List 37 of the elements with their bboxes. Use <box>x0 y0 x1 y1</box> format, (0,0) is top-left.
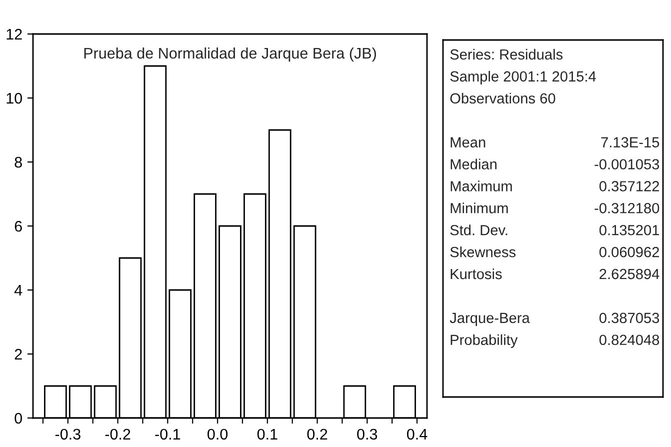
data-label: 0.135201 <box>599 224 659 236</box>
data-label: -0.312180 <box>594 203 660 214</box>
x-tick-label: -0.3 <box>55 428 80 440</box>
data-label: 2.625894 <box>600 268 660 280</box>
y-tick-label: 10 <box>6 92 22 104</box>
x-tick-label: -0.1 <box>155 428 180 440</box>
x-tick-label: 0.4 <box>407 428 428 440</box>
category-label: Std. Dev. <box>450 224 508 236</box>
data-label: 7.13E-15 <box>601 137 660 148</box>
y-tick-label: 2 <box>14 348 22 360</box>
text: Series: Residuals <box>450 48 563 60</box>
category-label: Mean <box>450 137 486 148</box>
x-tick-label: 0.1 <box>257 428 278 440</box>
text: Observations 60 <box>450 92 556 104</box>
x-tick-label: 0.0 <box>208 428 228 440</box>
y-tick-label: 4 <box>14 285 22 296</box>
data-label: 0.060962 <box>599 246 659 258</box>
data-label: 0.824048 <box>599 334 660 346</box>
category-label: Maximum <box>450 180 512 192</box>
x-tick-label: 0.3 <box>357 428 378 440</box>
x-tick-label: -0.2 <box>105 428 130 440</box>
data-label: -0.001053 <box>594 159 660 170</box>
category-label: Median <box>450 158 496 170</box>
text: Prueba de Normalidad de Jarque Bera (JB) <box>84 47 376 62</box>
category-label: Kurtosis <box>450 268 502 280</box>
data-label: 0.387053 <box>599 312 660 324</box>
category-label: Jarque-Bera <box>450 312 530 326</box>
category-label: Skewness <box>450 246 516 258</box>
y-tick-label: 8 <box>14 156 22 168</box>
category-label: Probability <box>450 334 518 348</box>
category-label: Minimum <box>450 202 508 214</box>
x-tick-label: 0.2 <box>307 428 328 440</box>
text: Sample 2001:1 2015:4 <box>450 70 596 84</box>
y-tick-label: 6 <box>14 220 22 232</box>
y-tick-label: 0 <box>14 412 22 424</box>
data-label: 0.357122 <box>599 181 659 192</box>
y-tick-label: 12 <box>6 28 22 40</box>
